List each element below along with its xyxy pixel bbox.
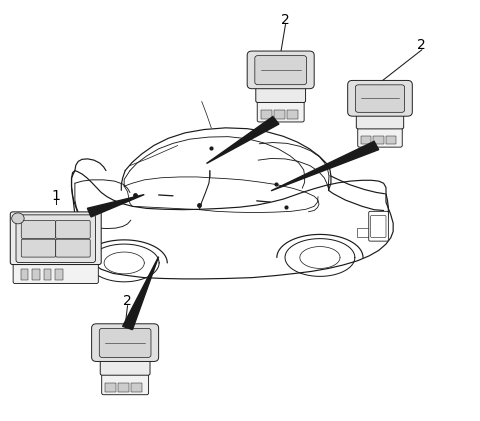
Text: 2: 2 — [281, 13, 290, 27]
FancyBboxPatch shape — [21, 221, 56, 238]
Polygon shape — [271, 141, 379, 191]
FancyBboxPatch shape — [256, 83, 306, 102]
FancyBboxPatch shape — [99, 328, 151, 357]
Bar — [55, 269, 63, 280]
Polygon shape — [122, 257, 158, 330]
Bar — [118, 383, 129, 392]
Circle shape — [12, 213, 24, 224]
Bar — [44, 269, 51, 280]
FancyBboxPatch shape — [10, 212, 101, 264]
Bar — [105, 383, 116, 392]
Text: 2: 2 — [418, 38, 426, 52]
Bar — [361, 136, 372, 144]
Bar — [357, 228, 376, 237]
FancyBboxPatch shape — [21, 239, 56, 257]
Bar — [32, 269, 40, 280]
Bar — [131, 383, 143, 392]
FancyBboxPatch shape — [257, 99, 304, 122]
FancyBboxPatch shape — [358, 125, 402, 147]
FancyBboxPatch shape — [356, 110, 404, 129]
FancyBboxPatch shape — [92, 324, 158, 362]
FancyBboxPatch shape — [348, 80, 412, 116]
FancyBboxPatch shape — [56, 239, 90, 257]
FancyBboxPatch shape — [102, 372, 149, 395]
FancyBboxPatch shape — [255, 56, 307, 85]
Bar — [261, 110, 272, 119]
FancyBboxPatch shape — [56, 221, 90, 238]
Text: 2: 2 — [123, 294, 132, 308]
Polygon shape — [87, 195, 144, 217]
Bar — [287, 110, 298, 119]
Polygon shape — [206, 117, 279, 163]
FancyBboxPatch shape — [369, 211, 388, 241]
FancyBboxPatch shape — [100, 356, 150, 375]
FancyBboxPatch shape — [247, 51, 314, 89]
FancyBboxPatch shape — [371, 216, 386, 237]
FancyBboxPatch shape — [16, 215, 96, 263]
Bar — [373, 136, 384, 144]
Text: 1: 1 — [51, 189, 60, 203]
Bar — [21, 269, 28, 280]
Bar — [385, 136, 396, 144]
FancyBboxPatch shape — [355, 85, 405, 112]
Bar — [274, 110, 285, 119]
FancyBboxPatch shape — [13, 261, 98, 283]
